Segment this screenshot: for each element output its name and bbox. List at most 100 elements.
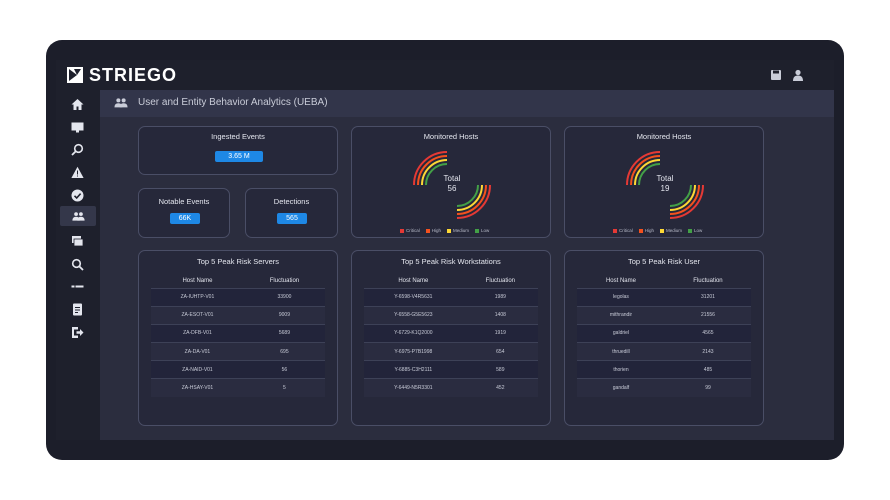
users-icon [114, 98, 128, 108]
host-name-cell: thorien [577, 360, 665, 379]
table-row[interactable]: ZA-IUHTP-V01 33900 [151, 287, 325, 307]
col-host-name: Host Name [605, 277, 636, 284]
legend-low: Low [481, 228, 490, 233]
table-row[interactable]: ZA-DFB-V01 5689 [151, 323, 325, 343]
fluctuation-cell: 9009 [243, 305, 325, 325]
table-row[interactable]: ZA-ESOT-V01 9009 [151, 305, 325, 325]
fluctuation-cell: 21556 [664, 305, 751, 325]
legend-low: Low [694, 228, 703, 233]
severity-legend: Critical High Medium Low [613, 228, 702, 233]
table-row[interactable]: Y-6885-C3H2111 589 [364, 360, 538, 379]
sidebar-item-home[interactable] [69, 96, 85, 112]
alert-icon [70, 166, 84, 178]
sidebar-item-users[interactable] [60, 206, 96, 226]
workstations-table-title: Top 5 Peak Risk Workstations [401, 257, 501, 266]
table-row[interactable]: Y-6729-K1Q2000 1919 [364, 323, 538, 343]
table-row[interactable]: ZA-DA-V01 695 [151, 342, 325, 361]
fluctuation-cell: 589 [462, 360, 538, 379]
sidebar-item-search[interactable] [69, 141, 85, 157]
sidebar-item-monitor[interactable] [69, 119, 85, 135]
host-name-cell: Y-6449-N5R3301 [364, 378, 463, 398]
sidebar-item-reports[interactable] [69, 301, 85, 317]
fluctuation-cell: 5689 [243, 323, 325, 343]
col-fluctuation: Fluctuation [693, 277, 723, 284]
host-name-cell: ZA-IUHTP-V01 [151, 287, 244, 307]
fluctuation-cell: 452 [462, 378, 538, 398]
table-row[interactable]: galdriel 4565 [577, 323, 751, 343]
legend-medium: Medium [453, 228, 470, 233]
legend-high: High [644, 228, 655, 233]
host-name-cell: Y-6558-G5E5623 [364, 305, 463, 325]
sidebar [56, 90, 100, 440]
notable-events-value: 66K [170, 213, 200, 224]
legend-medium: Medium [666, 228, 683, 233]
col-fluctuation: Fluctuation [485, 277, 516, 284]
table-row[interactable]: ZA-NAID-V01 56 [151, 360, 325, 379]
legend-critical: Critical [619, 228, 633, 233]
detections-value: 565 [277, 213, 307, 224]
sidebar-item-layers[interactable] [69, 233, 85, 249]
legend-high: High [431, 228, 442, 233]
table-row[interactable]: thorien 485 [577, 360, 751, 379]
host-name-cell: ZA-ESOT-V01 [151, 305, 244, 325]
user-icon[interactable] [792, 69, 804, 81]
table-row[interactable]: ZA-HSAY-V01 5 [151, 378, 325, 398]
fluctuation-cell: 31201 [664, 287, 751, 307]
host-name-cell: Y-6598-V4R5631 [364, 287, 463, 307]
hosts-total-value: 56 [447, 184, 457, 193]
save-icon[interactable] [770, 69, 782, 81]
fluctuation-cell: 4565 [664, 323, 751, 343]
monitored-hosts-title: Monitored Hosts [423, 132, 479, 141]
fluctuation-cell: 654 [462, 342, 538, 361]
sidebar-item-find[interactable] [69, 256, 85, 272]
app-name: STRIEGO [89, 65, 178, 85]
host-name-cell: ZA-NAID-V01 [151, 360, 244, 379]
host-name-cell: gandalf [577, 378, 665, 398]
host-name-cell: ZA-DA-V01 [151, 342, 244, 361]
table-row[interactable]: gandalf 99 [577, 378, 751, 398]
ingested-events-label: Ingested Events [211, 132, 265, 141]
table-row[interactable]: legolas 31201 [577, 287, 751, 307]
detections-label: Detections [273, 197, 310, 206]
monitored-hosts-title: Monitored Hosts [636, 132, 692, 141]
workstations-table: Host Name Fluctuation Y-6598-V4R5631 1989… [364, 274, 538, 398]
hosts-total-label: Total [443, 174, 461, 183]
table-row[interactable]: Y-6598-V4R5631 1989 [364, 287, 538, 307]
host-name-cell: mithrandir [577, 305, 665, 325]
table-row[interactable]: Y-6558-G5E5623 1408 [364, 305, 538, 325]
peak-risk-user-card: Top 5 Peak Risk User Host Name Fluctuati… [564, 250, 764, 426]
host-name-cell: ZA-HSAY-V01 [151, 378, 244, 398]
fluctuation-cell: 5 [243, 378, 325, 398]
fluctuation-cell: 1919 [462, 323, 538, 343]
host-name-cell: legolas [577, 287, 665, 307]
sidebar-item-alerts[interactable] [69, 164, 85, 180]
sidebar-item-check[interactable] [69, 187, 85, 203]
table-row[interactable]: Y-6975-P7B1998 654 [364, 342, 538, 361]
fluctuation-cell: 2143 [664, 342, 751, 361]
notable-events-label: Notable Events [158, 197, 210, 206]
host-name-cell: ZA-DFB-V01 [151, 323, 244, 343]
hosts-total-label: Total [656, 174, 674, 183]
col-host-name: Host Name [182, 277, 213, 284]
table-row[interactable]: Y-6449-N5R3301 452 [364, 378, 538, 398]
hosts-total-value: 19 [660, 184, 670, 193]
legend-critical: Critical [406, 228, 420, 233]
col-host-name: Host Name [398, 277, 429, 284]
table-row[interactable]: thruedill 2143 [577, 342, 751, 361]
table-row[interactable]: mithrandir 21556 [577, 305, 751, 325]
logout-icon [71, 326, 83, 338]
fluctuation-cell: 99 [664, 378, 751, 398]
sidebar-item-logout[interactable] [69, 324, 85, 340]
users-table: Host Name Fluctuation legolas 31201 mithra… [577, 274, 751, 398]
monitor-icon [71, 122, 83, 132]
hosts-gauge-2 [626, 151, 704, 219]
servers-table: Host Name Fluctuation ZA-IUHTP-V01 33900 Z… [151, 274, 325, 398]
page-header: User and Entity Behavior Analytics (UEBA… [100, 90, 834, 117]
sidebar-item-divider[interactable] [69, 278, 85, 294]
users-table-title: Top 5 Peak Risk User [627, 257, 701, 266]
app-logo[interactable]: STRIEGO [67, 65, 178, 85]
check-circle-icon [71, 189, 83, 201]
ingested-events-card: Ingested Events 3.65 M [138, 126, 338, 175]
home-icon [71, 98, 83, 110]
hosts-gauge-1 [413, 151, 491, 219]
